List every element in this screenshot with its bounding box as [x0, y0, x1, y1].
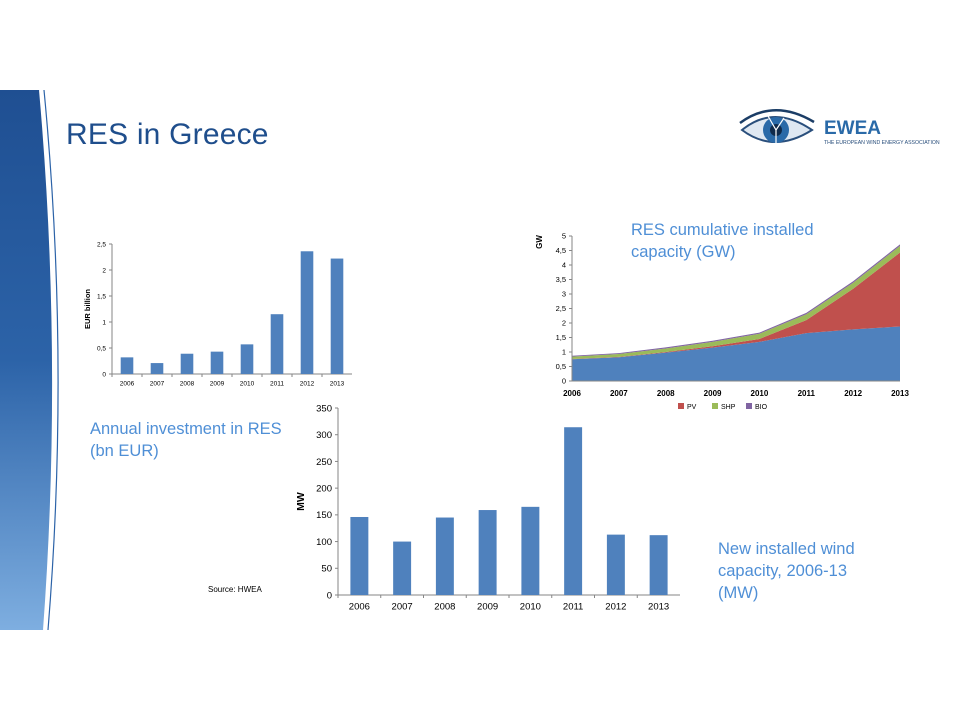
bar [150, 363, 164, 374]
y-tick-label: 300 [316, 430, 332, 441]
bar [649, 535, 668, 595]
capacity-caption: RES cumulative installed capacity (GW) [631, 219, 814, 263]
x-tick-label: 2008 [434, 602, 455, 613]
x-tick-label: 2008 [657, 389, 675, 398]
x-tick-label: 2011 [798, 389, 816, 398]
caption-line: Annual investment in RES [90, 420, 282, 438]
bar [210, 351, 224, 374]
logo-wordmark: EWEA [824, 118, 881, 139]
y-tick-label: 4,5 [556, 246, 566, 255]
pv-area [572, 252, 900, 360]
investment-caption: Annual investment in RES (bn EUR) [90, 418, 282, 462]
x-tick-label: 2007 [150, 381, 165, 388]
x-tick-label: 2011 [563, 602, 583, 613]
logo-tagline: THE EUROPEAN WIND ENERGY ASSOCIATION [824, 140, 940, 146]
x-tick-label: 2010 [240, 381, 255, 388]
y-tick-label: 150 [316, 510, 332, 521]
y-tick-label: 0 [562, 377, 566, 386]
x-tick-label: 2006 [563, 389, 581, 398]
capacity-area-chart: 0 0,5 1 1,5 2 2,5 3 3,5 4 4,5 5 2006 2007 2008 2009 201… [535, 232, 909, 411]
x-tick-label: 2008 [180, 381, 195, 388]
bar [240, 344, 254, 374]
bar [330, 258, 344, 374]
y-tick-label: 2 [562, 319, 566, 328]
y-tick-label: 1,5 [556, 333, 566, 342]
investment-bar-chart: 0 0,5 1 1,5 2 2,5 2006 2007 2008 2009 2010 2011 2012… [83, 241, 352, 388]
y-tick-label: 0 [327, 590, 332, 601]
caption-line: (MW) [718, 584, 759, 602]
x-tick-label: 2013 [891, 389, 909, 398]
y-tick-label: 2,5 [556, 304, 566, 313]
x-tick-label: 2012 [844, 389, 862, 398]
eye-icon [739, 109, 815, 146]
caption-line: capacity, 2006-13 [718, 562, 848, 580]
x-tick-label: 2009 [477, 602, 498, 613]
x-tick-label: 2006 [349, 602, 370, 613]
y-tick-label: 50 [321, 564, 332, 575]
y-tick-label: 1,5 [97, 293, 106, 300]
caption-line: capacity (GW) [631, 243, 736, 261]
x-tick-label: 2013 [330, 381, 345, 388]
wind-bar-chart: 0 50 100 150 200 250 300 350 2006 2007 2008 2009 201… [295, 403, 680, 613]
y-tick-label: 0 [102, 371, 106, 378]
slide-sidebar-decoration [0, 89, 59, 631]
x-tick-label: 2010 [520, 602, 541, 613]
x-tick-label: 2009 [704, 389, 722, 398]
y-tick-label: 250 [316, 457, 332, 468]
x-tick-label: 2006 [120, 381, 135, 388]
y-tick-label: 350 [316, 403, 332, 414]
x-tick-label: 2012 [605, 602, 626, 613]
y-tick-label: 100 [316, 537, 332, 548]
bar [564, 427, 583, 595]
y-tick-label: 1 [102, 319, 106, 326]
caption-line: (bn EUR) [90, 442, 159, 460]
y-tick-label: 0,5 [97, 345, 106, 352]
x-tick-label: 2010 [751, 389, 769, 398]
y-axis-label: GW [535, 235, 544, 249]
x-tick-label: 2013 [648, 602, 669, 613]
y-axis-label: EUR billion [83, 289, 92, 329]
x-tick-label: 2009 [210, 381, 225, 388]
source-note: Source: HWEA [208, 585, 262, 594]
y-axis-label: MW [295, 492, 307, 511]
x-tick-label: 2007 [610, 389, 628, 398]
bar [300, 251, 314, 374]
y-tick-label: 2,5 [97, 241, 106, 248]
bar [120, 357, 134, 374]
bar [478, 510, 497, 595]
y-tick-label: 1 [562, 348, 566, 357]
legend-label: BIO [755, 404, 768, 411]
y-tick-label: 3,5 [556, 275, 566, 284]
caption-line: RES cumulative installed [631, 221, 814, 239]
y-tick-label: 5 [562, 232, 566, 241]
bar [270, 314, 284, 374]
y-tick-label: 4 [562, 261, 566, 270]
y-tick-label: 2 [102, 267, 106, 274]
y-tick-label: 0,5 [556, 362, 566, 371]
y-tick-label: 200 [316, 483, 332, 494]
x-tick-label: 2012 [300, 381, 315, 388]
x-tick-label: 2011 [270, 381, 284, 388]
bar [393, 541, 412, 595]
bar [350, 516, 369, 595]
base-area [572, 326, 900, 381]
wind-caption: New installed wind capacity, 2006-13 (MW… [718, 538, 855, 604]
x-tick-label: 2007 [392, 602, 413, 613]
bar [606, 534, 625, 595]
legend-label: SHP [721, 404, 736, 411]
bar [521, 506, 540, 595]
legend-swatch [678, 403, 684, 409]
bar [435, 517, 454, 595]
bar [180, 353, 194, 374]
y-tick-label: 3 [562, 290, 566, 299]
ewea-logo: EWEA THE EUROPEAN WIND ENERGY ASSOCIATIO… [739, 109, 940, 146]
legend-swatch [746, 403, 752, 409]
caption-line: New installed wind [718, 540, 855, 558]
legend-label: PV [687, 404, 697, 411]
legend-swatch [712, 403, 718, 409]
slide-title: RES in Greece [66, 118, 269, 151]
